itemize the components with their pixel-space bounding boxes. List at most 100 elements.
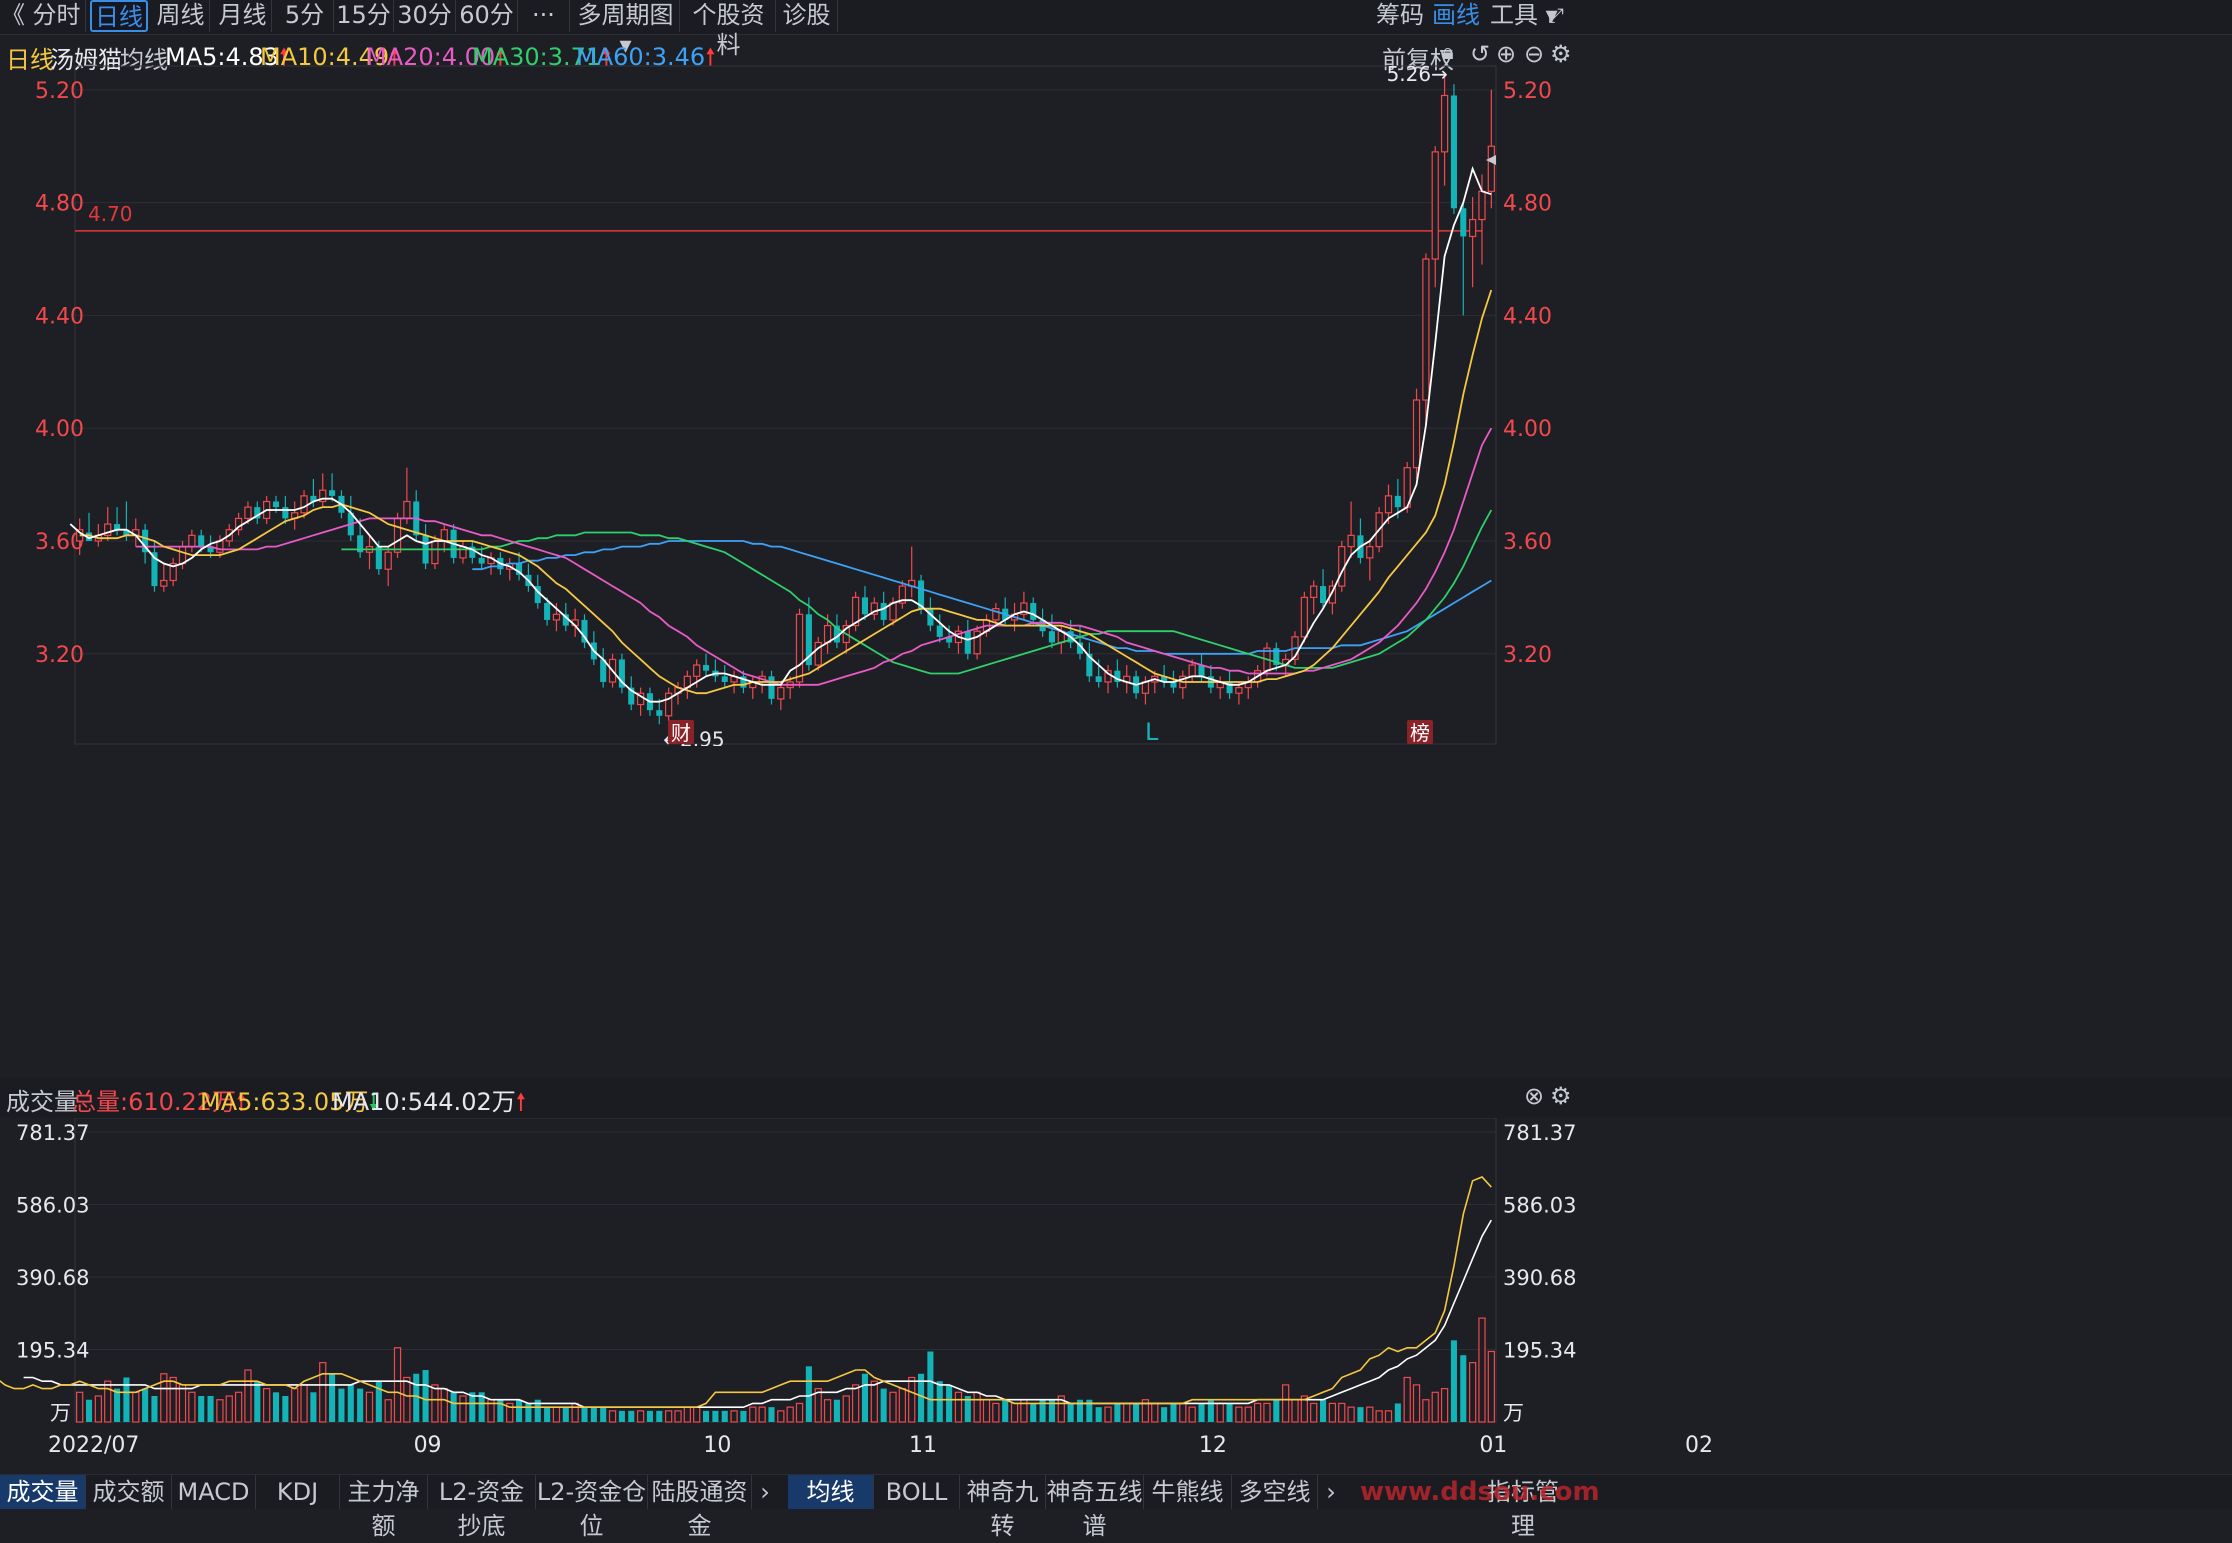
price-chart[interactable]: 5.20 5.20 4.80 4.80 4.40 4.40 4.00 4.00 3.60 3.60… [0,56,2232,746]
undo-icon[interactable]: ↺ [1470,40,1491,68]
candle-up [552,613,561,621]
settings-icon[interactable]: ⚙ [1550,40,1572,68]
marker-l: L [1145,718,1159,746]
volume-frame [74,1118,1497,1423]
chevron-right-icon[interactable]: › [1326,1478,1336,1506]
settings-icon[interactable]: ⚙ [1550,1082,1572,1110]
tab-long-short[interactable]: 多空线 [1232,1475,1318,1509]
volume-bar-up [244,1369,252,1423]
zoom-out-icon[interactable]: ⊖ [1524,40,1545,68]
volume-title: 成交量 [6,1088,78,1116]
tab-macd[interactable]: MACD [172,1475,256,1509]
chip-distribution-button[interactable]: 筹码 [1376,1,1424,29]
volume-bar-up [636,1410,645,1423]
volume-bar-up [992,1402,1000,1423]
fullscreen-icon[interactable]: ⤢ [1548,3,1564,27]
x-month-label: 09 [414,1433,442,1458]
volume-bar-down [880,1388,887,1422]
tab-l2-bottom[interactable]: L2-资金抄底 [428,1475,536,1540]
candle-up [1440,94,1449,153]
ma-label[interactable]: 均线 [120,46,168,74]
volume-bar-up [1263,1402,1271,1423]
candle-down [1273,648,1280,666]
candle-up [693,664,701,677]
tab-boll[interactable]: BOLL [874,1475,960,1509]
candle-down [946,636,953,643]
candle-up [1328,585,1337,604]
volume-bar-down [207,1396,214,1422]
volume-bar-up [795,1402,804,1423]
y-tick-label-left: 4.80 [35,192,84,217]
tab-fenshi[interactable]: 分时 [28,0,86,32]
arrow-up-icon: 🠕 [601,43,612,71]
volume-bar-up [1468,1362,1477,1423]
volume-bar-up [954,1391,963,1423]
diagnose-button[interactable]: 诊股 [776,0,838,32]
volume-bar-up [169,1376,177,1423]
zoom-in-icon[interactable]: ⊕ [1496,40,1517,68]
ma20-line [135,427,1493,686]
volume-bar-down [581,1407,588,1422]
tab-hk-connect[interactable]: 陆股通资金 [648,1475,752,1540]
volume-bar-up [1300,1395,1308,1423]
volume-bar-down [646,1410,653,1422]
stock-profile-button[interactable]: 个股资料 [682,0,776,59]
tab-main-net[interactable]: 主力净额 [340,1475,428,1540]
y-tick-label-right: 4.80 [1503,192,1552,217]
volume-bar-up [234,1391,243,1423]
volume-bar-up [1440,1387,1449,1423]
volume-bar-down [721,1410,728,1422]
adjust-mode[interactable]: 前复权 [1382,46,1454,74]
tab-zhouxian[interactable]: 周线 [152,0,210,32]
tab-magic-nine[interactable]: 神奇九转 [960,1475,1046,1540]
volume-y-tick-left: 390.68 [16,1266,89,1290]
tab-yuexian[interactable]: 月线 [214,0,272,32]
tab-rixian[interactable]: 日线 [90,0,148,32]
close-panel-icon[interactable]: ⊗ [1524,1082,1545,1110]
more-button[interactable]: ··· [518,0,570,32]
candle-down [1226,681,1233,694]
stock-name: 汤姆猫 [50,46,122,74]
multi-period-dropdown[interactable]: 多周期图 ▾ [572,0,680,59]
volume-bar-down [1067,1403,1074,1422]
tab-60fen[interactable]: 60分 [456,0,518,32]
tab-15fen[interactable]: 15分 [334,0,394,32]
candle-up [665,692,673,717]
lock-icon[interactable]: 🔒︎ [1442,40,1454,65]
volume-bar-up [1328,1402,1337,1423]
tab-bull-bear[interactable]: 牛熊线 [1144,1475,1232,1509]
arrow-up-icon: 🠕 [495,43,506,71]
volume-bar-up [1384,1410,1393,1423]
volume-bar-down [525,1403,532,1422]
volume-bar-up [786,1406,794,1423]
volume-bar-up [403,1376,411,1423]
volume-bar-down [768,1407,775,1422]
volume-bar-down [964,1396,971,1422]
tab-30fen[interactable]: 30分 [394,0,456,32]
volume-bar-down [1460,1355,1467,1422]
candle-down [114,524,121,530]
tab-turnover[interactable]: 成交额 [86,1475,172,1509]
draw-line-button[interactable]: 画线 [1432,1,1480,29]
candle-down [1095,676,1102,682]
plot-frame [74,65,1497,745]
tab-magic-five[interactable]: 神奇五线谱 [1046,1475,1144,1540]
tab-l2-position[interactable]: L2-资金仓位 [536,1475,648,1540]
candle-up [1188,664,1196,677]
arrow-up-icon: 🠕 [705,43,716,71]
tab-volume[interactable]: 成交量 [0,1475,86,1509]
chevron-right-icon[interactable]: › [760,1478,770,1506]
volume-bar-up [1347,1406,1355,1423]
volume-chart[interactable]: 781.37 781.37 586.03 586.03 390.68 390.68 195.… [0,1118,2232,1474]
volume-bar-down [1161,1407,1168,1422]
tab-ma[interactable]: 均线 [788,1475,874,1509]
volume-bar-up [1253,1402,1262,1423]
tab-5fen[interactable]: 5分 [276,0,334,32]
volume-bar-down [310,1392,317,1422]
back-button[interactable]: 《 [1,1,25,29]
volume-bar-down [142,1388,149,1422]
tools-dropdown[interactable]: 工具 ▾ [1490,1,1558,29]
tab-kdj[interactable]: KDJ [256,1475,340,1509]
x-month-label: 12 [1199,1433,1227,1458]
top-toolbar: 《 分时 日线 周线 月线 5分 15分 30分 60分 ··· 多周期图 ▾ … [0,0,2232,59]
